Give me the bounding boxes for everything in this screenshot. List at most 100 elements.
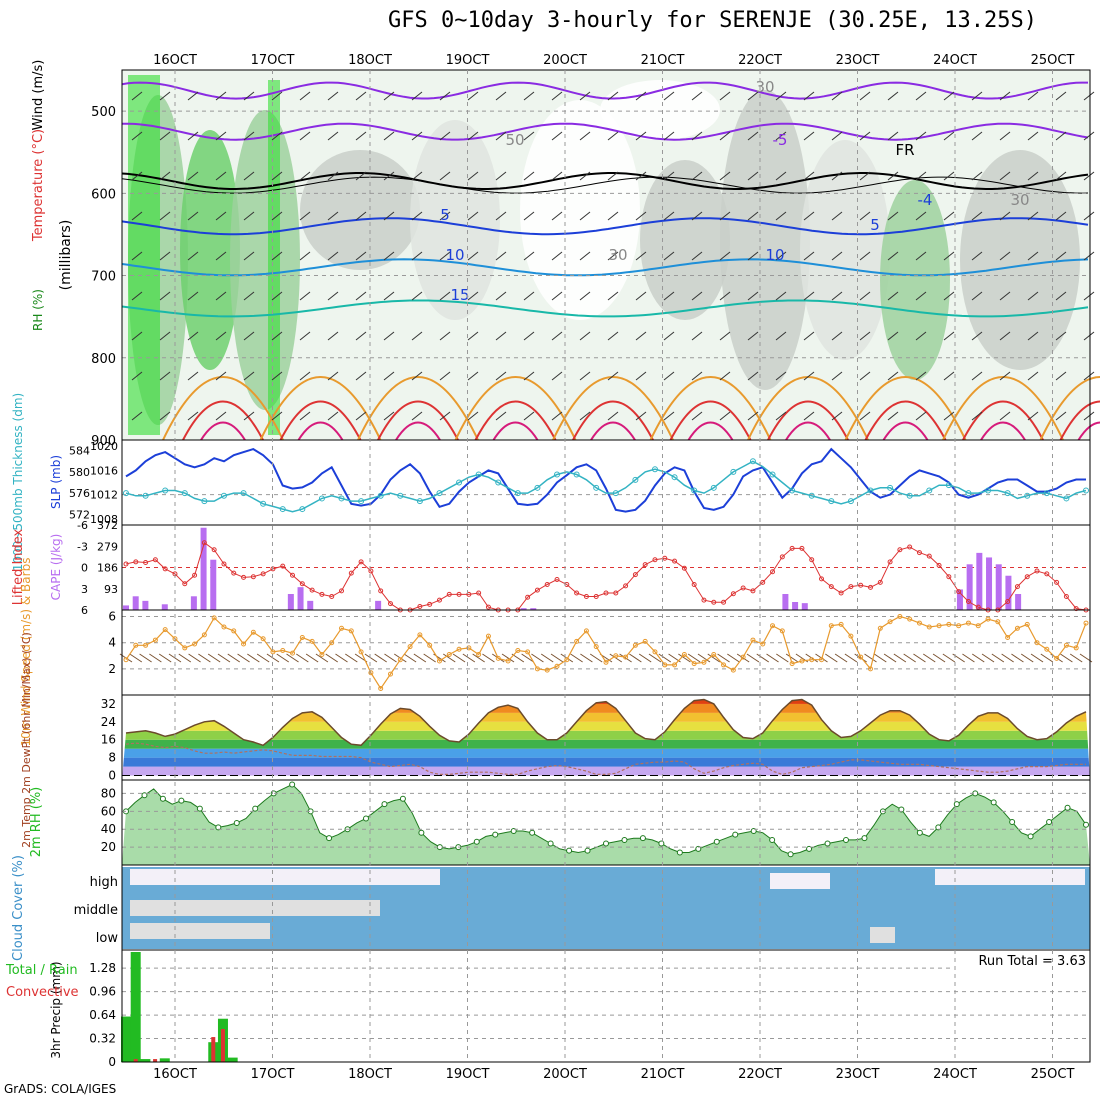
wind-barb-231 — [719, 331, 731, 341]
wind-barb-179 — [243, 291, 255, 301]
cape-bar — [986, 557, 993, 610]
lifted-index-point — [760, 579, 766, 585]
rh-point — [510, 828, 517, 834]
rh-point — [1027, 833, 1034, 840]
lifted-index-point — [789, 545, 795, 551]
lifted-index-point — [1073, 606, 1079, 612]
wind-barb-35 — [131, 131, 143, 141]
slp-tick-1020: 1020 — [90, 440, 118, 453]
lifted-index-point — [721, 599, 727, 605]
wind-barb-57 — [747, 131, 759, 141]
wind-barb-10m — [384, 653, 397, 663]
temp-tick-16: 16 — [101, 733, 116, 747]
wind-speed-point — [779, 628, 785, 634]
wind-barb-172 — [1027, 251, 1039, 261]
wind-barb-150 — [411, 251, 423, 261]
wind-barb-10m — [217, 653, 231, 663]
lifted-index-point — [632, 572, 638, 578]
wind-barb-10m — [178, 653, 192, 663]
lifted-index-point — [554, 577, 560, 583]
wind-barb-63 — [915, 131, 927, 141]
lifted-index-point — [642, 562, 648, 568]
cape-bar — [792, 602, 799, 610]
lifted-index-point — [534, 587, 540, 593]
thickness-point — [495, 479, 502, 486]
wind-speed-point — [1014, 625, 1020, 631]
wind-barb-229 — [663, 331, 675, 341]
thickness-point — [651, 466, 658, 473]
isotherm-label-0: -5 — [773, 131, 788, 149]
wind-speed-point — [534, 666, 540, 672]
temp-bands — [122, 699, 1090, 776]
wind-barb-294 — [523, 411, 535, 421]
wind-speed-point — [760, 641, 766, 647]
wind-barb-21 — [719, 91, 731, 101]
cloud-row-label-low: low — [96, 931, 119, 946]
wind-barb-34 — [1083, 91, 1095, 101]
wind-barb-10m — [364, 653, 378, 663]
wind-barb-10m — [482, 653, 495, 663]
wind-barb-49 — [523, 131, 535, 141]
thickness-point — [162, 487, 169, 494]
lifted-index-point — [887, 559, 893, 565]
wind-speed-point — [623, 654, 629, 660]
warm-dome-7-2 — [882, 421, 929, 441]
wind-barb-126 — [719, 211, 731, 221]
run-total-label: Run Total = 3.63 — [978, 954, 1086, 969]
wind-barb-40 — [271, 131, 283, 141]
lifted-index-point — [446, 591, 452, 597]
warm-dome-3-1 — [474, 400, 557, 441]
wind-barb-10m — [149, 653, 162, 663]
wind-speed-point — [848, 633, 854, 639]
wind-barb-72 — [187, 171, 199, 181]
lifted-index-point — [280, 563, 286, 569]
wind-speed-point — [672, 662, 678, 668]
thickness-point — [318, 495, 325, 502]
wind-barb-20 — [691, 91, 703, 101]
cape-axis-label: CAPE (J/kg) — [49, 534, 63, 601]
wind-barb-47 — [467, 131, 479, 141]
wind-speed-point — [907, 616, 913, 622]
rh-point — [529, 829, 536, 836]
lifted-index-point — [427, 601, 433, 607]
wind-barb-10m — [658, 653, 672, 663]
lifted-index-point — [152, 557, 158, 563]
wind-barb-140 — [131, 251, 143, 261]
lifted-index-point — [848, 584, 854, 590]
lifted-index-point — [182, 581, 188, 587]
rh-point — [1046, 819, 1053, 826]
cloud-row-label-high: high — [90, 875, 118, 890]
wind-speed-point — [691, 661, 697, 667]
rh-point — [326, 835, 333, 842]
wind-barb-10m — [286, 653, 299, 663]
x-tick-top-23OCT: 23OCT — [836, 53, 880, 68]
wind-speed-point — [329, 640, 335, 646]
rh-point — [953, 801, 960, 808]
wind-barb-95 — [831, 171, 843, 181]
rh-label: RH (%) — [31, 289, 45, 331]
wind-barb-290 — [411, 411, 423, 421]
wind-barb-10m — [707, 653, 721, 663]
precip-total-bar — [121, 1016, 131, 1062]
wind-barb-98 — [915, 171, 927, 181]
wind-barb-221 — [439, 331, 451, 341]
lifted-index-point — [250, 574, 256, 580]
lifted-index-point — [162, 566, 168, 572]
wind-barb-312 — [1027, 411, 1039, 421]
wind-barb-237 — [887, 331, 899, 341]
thickness-point — [377, 492, 384, 499]
lifted-index-point — [241, 574, 247, 580]
wind-barb-71 — [159, 171, 171, 181]
wind-speed-point — [152, 637, 158, 643]
wind-barb-10m — [442, 653, 456, 663]
wind-barb-10m — [991, 653, 1005, 663]
warm-dome-9-0 — [1039, 376, 1100, 441]
warm-dome-3-2 — [492, 421, 539, 441]
wind-barb-87 — [607, 171, 619, 181]
wind-barb-306 — [859, 411, 871, 421]
isotherm-label-4: 15 — [450, 286, 469, 304]
wind-barb-10m — [756, 653, 770, 663]
wind-speed-point — [211, 615, 217, 621]
rh-shading-4 — [410, 120, 500, 320]
wind-speed-point — [995, 619, 1001, 625]
